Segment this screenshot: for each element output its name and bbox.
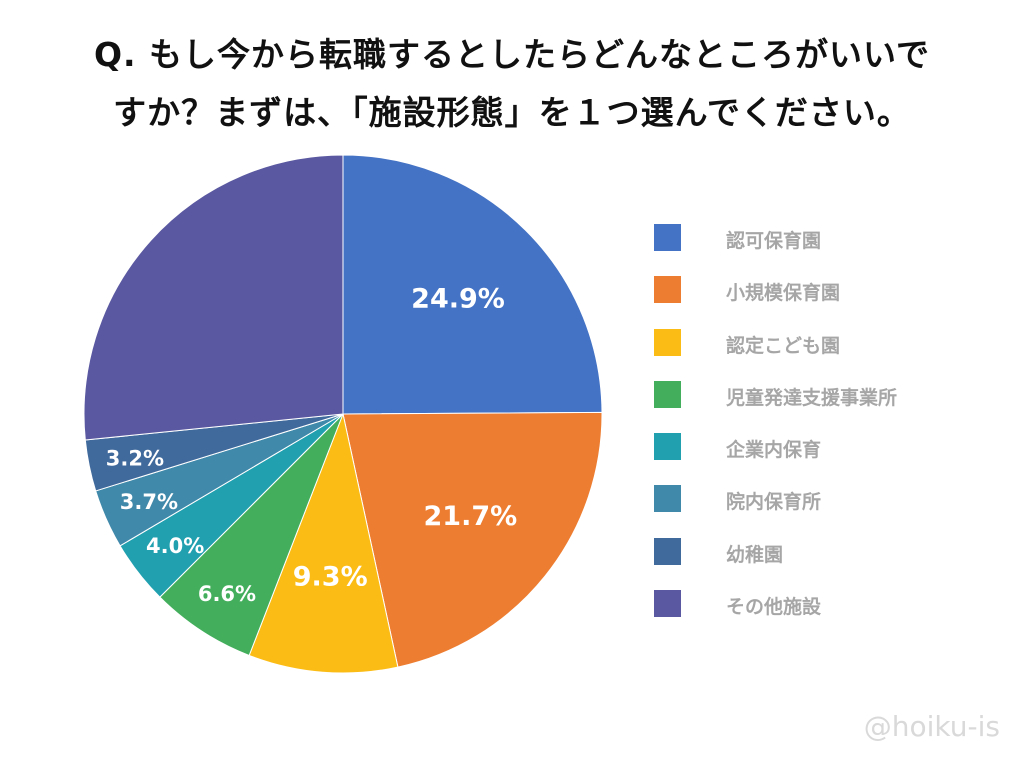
legend-label: 児童発達支援事業所 [726,386,898,409]
data-label-2: 9.3% [293,562,368,593]
legend-swatch [654,328,681,356]
data-label-1: 21.7% [424,501,518,532]
legend-label: 小規模保育園 [726,282,841,305]
legend-label: その他施設 [726,596,822,619]
chart-title-line-1: Q. もし今から転職するとしたらどんなところがいいで [93,35,931,74]
data-label-0: 24.9% [411,283,505,314]
watermark: @hoiku-is [863,710,1000,743]
legend-label: 認定こども園 [726,334,841,357]
pie-slice-7 [83,154,344,441]
pie-slice-0 [342,154,603,415]
pie-slice-3 [159,413,344,657]
chart-title-line-2: すか？まずは、「施設形態」を１つ選んでください。 [113,93,911,132]
data-label-3: 6.6% [198,582,256,606]
legend-swatch [654,224,681,251]
legend-label: 院内保育所 [726,491,822,514]
legend-swatch [654,485,681,513]
legend-label: 企業内保育 [726,439,822,462]
data-label-4: 4.0% [146,534,204,558]
pie-slice-2 [248,412,399,674]
legend-label: 幼稚園 [726,543,784,566]
legend-swatch [654,433,681,461]
legend-swatch [654,590,681,618]
pie-slice-1 [342,411,603,668]
legend-swatch [654,537,681,565]
legend-swatch [654,276,681,304]
data-label-6: 3.2% [106,446,164,470]
data-label-5: 3.7% [120,490,178,514]
legend-swatch [654,380,681,408]
legend-label: 認可保育園 [726,230,822,252]
